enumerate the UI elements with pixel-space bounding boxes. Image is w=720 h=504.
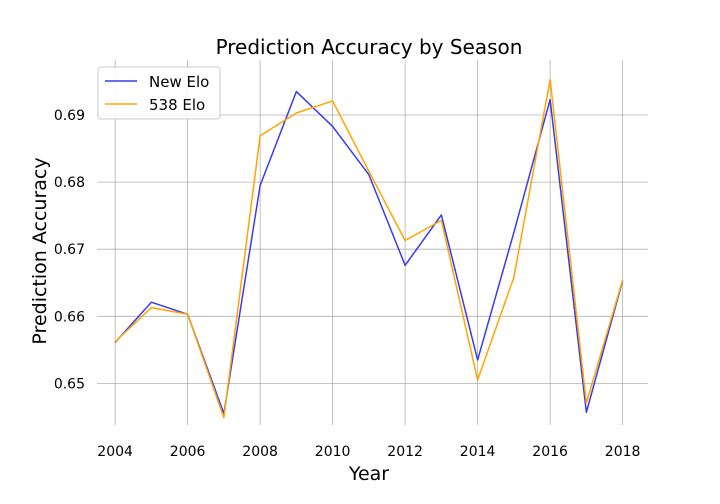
series-line-new-elo <box>114 90 624 415</box>
y-tick-label: 0.69 <box>54 108 85 124</box>
x-tick-label: 2018 <box>605 444 641 460</box>
y-tick-label: 0.67 <box>54 242 85 258</box>
x-tick-label: 2008 <box>242 444 278 460</box>
x-tick-label: 2010 <box>315 444 351 460</box>
series-line-538-elo <box>114 78 624 419</box>
legend: New Elo 538 Elo <box>97 66 221 120</box>
chart-title: Prediction Accuracy by Season <box>216 35 523 59</box>
grid-lines <box>97 60 648 425</box>
x-tick-label: 2004 <box>97 444 133 460</box>
x-tick-label: 2012 <box>387 444 423 460</box>
x-tick-label: 2014 <box>460 444 496 460</box>
y-tick-label: 0.66 <box>54 309 85 325</box>
legend-label-538-elo: 538 Elo <box>149 96 205 114</box>
legend-label-new-elo: New Elo <box>149 73 209 91</box>
legend-box <box>97 66 221 120</box>
y-tick-label: 0.68 <box>54 175 85 191</box>
x-tick-label: 2016 <box>532 444 568 460</box>
tick-labels: 2004 2006 2008 2010 2012 2014 2016 2018 0.65 0.66… <box>54 108 641 460</box>
x-axis-label: Year <box>348 463 389 485</box>
x-tick-label: 2006 <box>170 444 206 460</box>
y-axis-label: Prediction Accuracy <box>29 157 51 344</box>
y-tick-label: 0.65 <box>54 376 85 392</box>
series-lines <box>114 78 624 419</box>
